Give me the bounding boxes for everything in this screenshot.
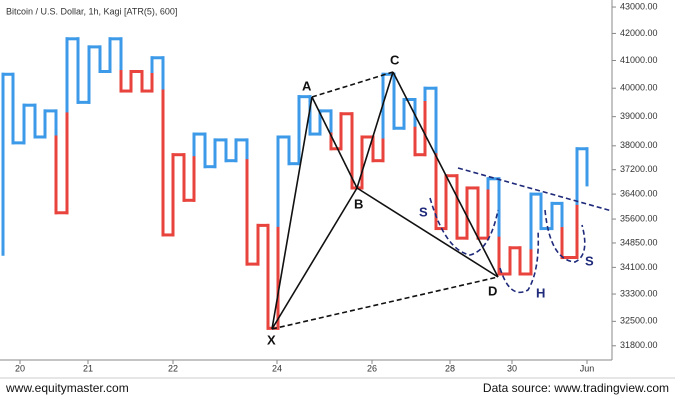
plot-area bbox=[1, 37, 589, 330]
y-tick-label: 42000.00 bbox=[620, 28, 658, 38]
y-tick-label: 36400.00 bbox=[620, 188, 658, 198]
y-tick-label: 38000.00 bbox=[620, 140, 658, 150]
pattern-line bbox=[271, 276, 499, 330]
neckline bbox=[457, 167, 613, 212]
x-tick-label: 20 bbox=[15, 363, 25, 373]
y-tick-label: 39000.00 bbox=[620, 111, 658, 121]
x-tick-label: 22 bbox=[168, 363, 178, 373]
pattern-line bbox=[271, 187, 358, 330]
x-tick-label: 26 bbox=[367, 363, 377, 373]
chart-title: Bitcoin / U.S. Dollar, 1h, Kagi [ATR(5),… bbox=[6, 6, 177, 16]
pattern-lines bbox=[271, 71, 613, 330]
shape-label: S bbox=[585, 253, 594, 268]
pattern-line bbox=[271, 96, 313, 330]
pattern-label: D bbox=[488, 283, 497, 298]
y-tick-label: 32500.00 bbox=[620, 316, 658, 326]
head-shoulders-curve bbox=[429, 197, 586, 294]
pattern-line bbox=[392, 71, 499, 278]
pattern-label: B bbox=[354, 196, 363, 211]
pattern-label: A bbox=[302, 78, 312, 93]
y-tick-label: 37200.00 bbox=[620, 164, 658, 174]
pattern-line bbox=[356, 187, 499, 278]
y-tick-label: 40000.00 bbox=[620, 83, 658, 93]
source: Data source: www.tradingview.com bbox=[483, 381, 669, 395]
shape-label: S bbox=[419, 204, 428, 219]
y-tick-label: 43000.00 bbox=[620, 1, 658, 11]
x-tick-label: 21 bbox=[83, 363, 93, 373]
x-tick-label: 30 bbox=[507, 363, 517, 373]
pattern-line bbox=[356, 71, 394, 189]
pattern-line bbox=[311, 96, 358, 189]
pattern-line bbox=[311, 71, 394, 98]
pattern-label: C bbox=[390, 52, 400, 67]
x-tick-label: 24 bbox=[272, 363, 282, 373]
pattern-label: X bbox=[267, 332, 276, 347]
y-tick-label: 34100.00 bbox=[620, 262, 658, 272]
x-tick-label: Jun bbox=[580, 363, 595, 373]
y-tick-label: 31800.00 bbox=[620, 340, 658, 350]
y-tick-label: 34850.00 bbox=[620, 237, 658, 247]
x-tick-label: 28 bbox=[445, 363, 455, 373]
y-tick-label: 35600.00 bbox=[620, 213, 658, 223]
y-tick-label: 41000.00 bbox=[620, 55, 658, 65]
credit: www.equitymaster.com bbox=[5, 381, 129, 395]
shape-label: H bbox=[536, 285, 545, 300]
y-tick-label: 33300.00 bbox=[620, 288, 658, 298]
